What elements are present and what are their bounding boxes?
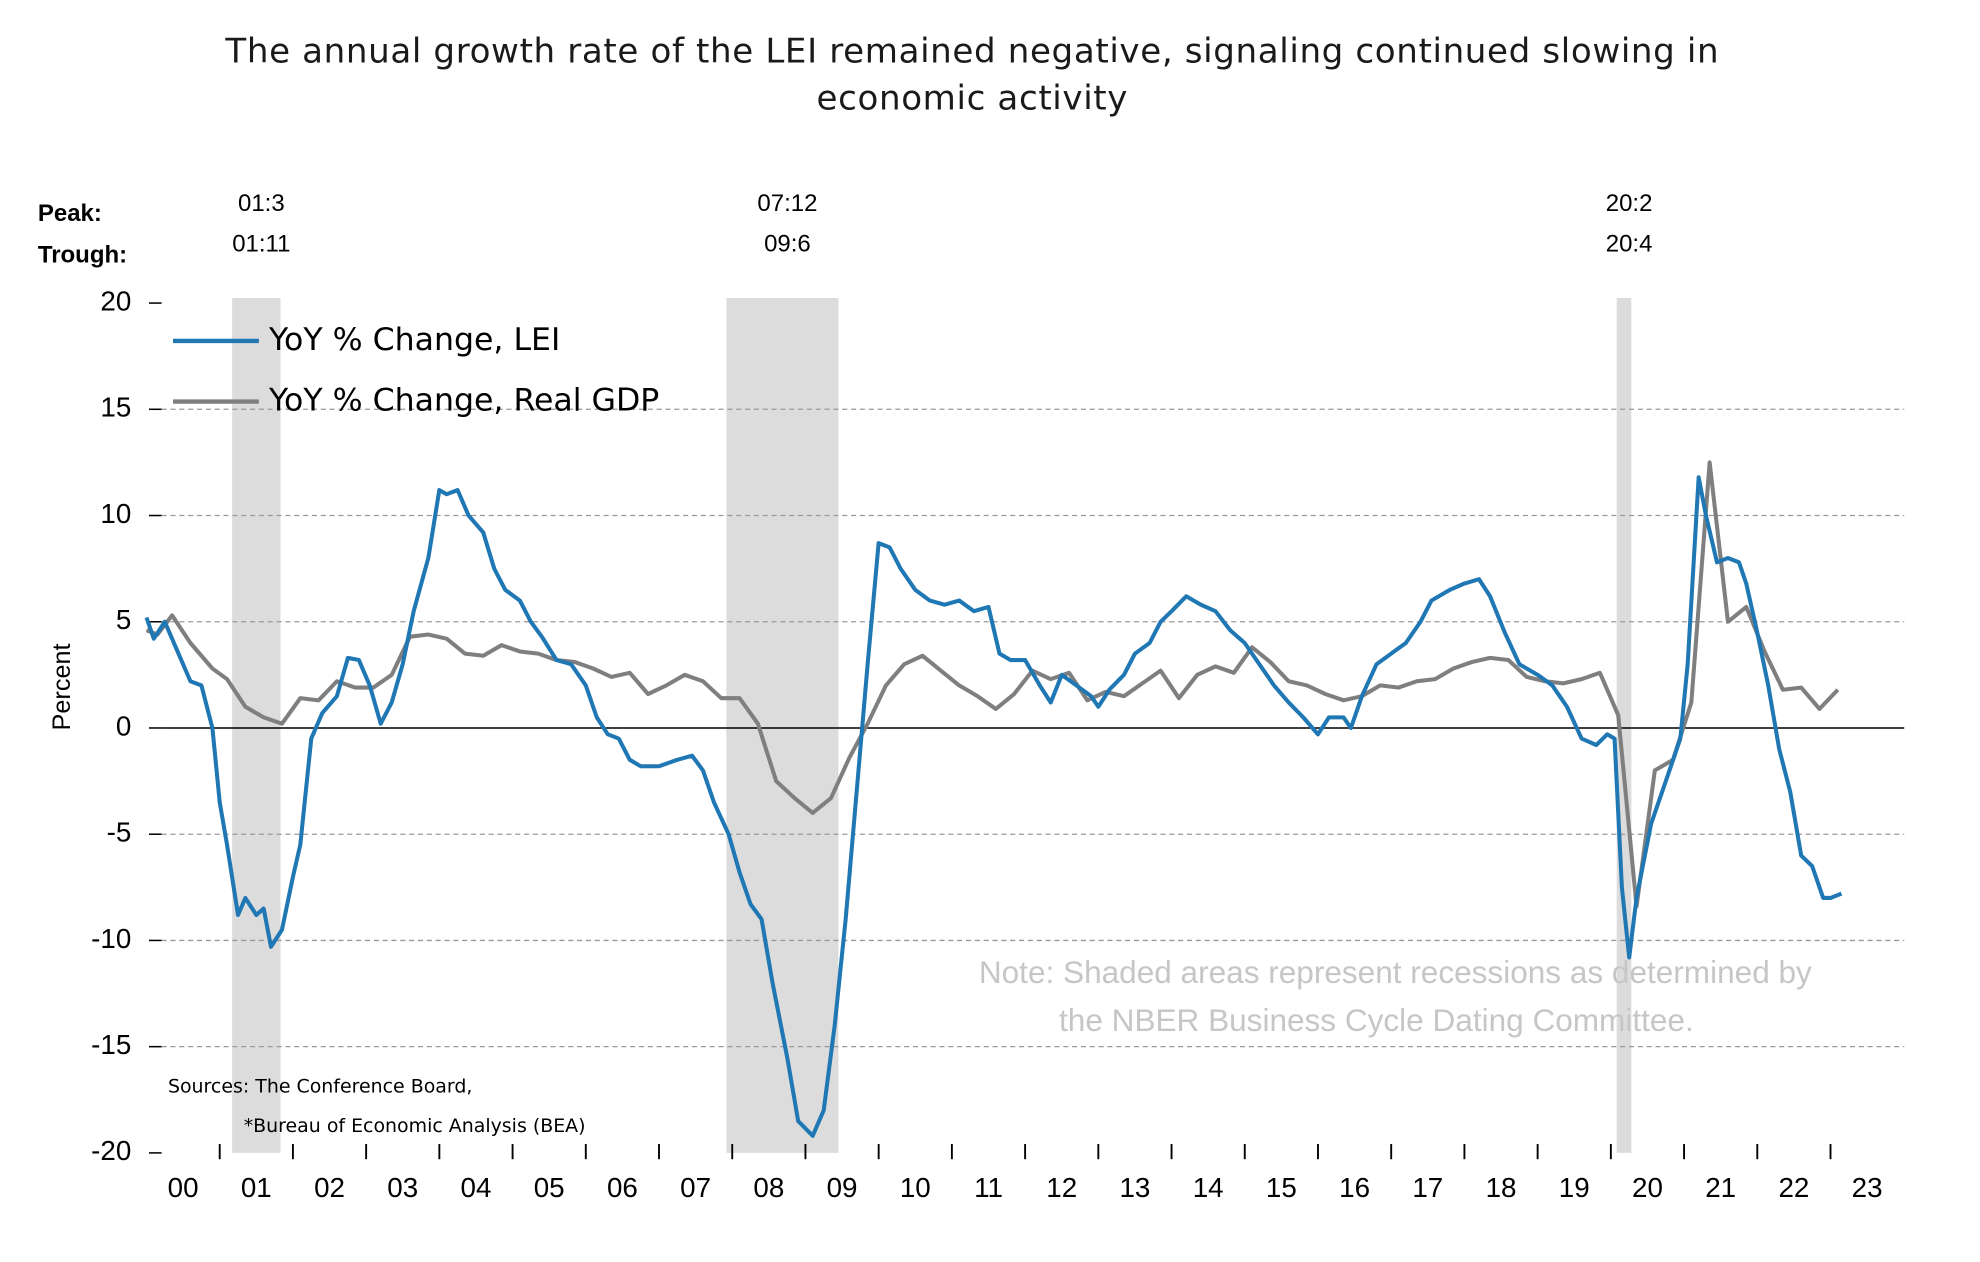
x-tick-label: 05 <box>534 1172 565 1203</box>
peak-date: 07:12 <box>757 190 817 217</box>
y-tick-label: 0 <box>116 710 131 741</box>
x-tick-label: 08 <box>753 1172 784 1203</box>
x-tick-label: 15 <box>1266 1172 1297 1203</box>
x-tick-label: 03 <box>387 1172 418 1203</box>
legend-label: YoY % Change, LEI <box>268 322 560 358</box>
trough-label: Trough: <box>38 242 127 269</box>
x-tick-label: 13 <box>1119 1172 1150 1203</box>
x-tick-label: 01 <box>241 1172 272 1203</box>
y-tick-label: 15 <box>100 392 131 423</box>
x-tick-label: 12 <box>1046 1172 1077 1203</box>
note: Note: Shaded areas represent recessions … <box>979 954 1812 990</box>
sources: Sources: The Conference Board, <box>168 1076 472 1098</box>
x-tick-label: 23 <box>1852 1172 1883 1203</box>
chart-title: economic activity <box>817 78 1129 118</box>
legend-label: YoY % Change, Real GDP <box>268 383 659 419</box>
x-tick-label: 09 <box>827 1172 858 1203</box>
y-tick-label: -15 <box>91 1029 131 1060</box>
note: the NBER Business Cycle Dating Committee… <box>1059 1002 1694 1038</box>
y-tick-label: -5 <box>107 817 132 848</box>
x-tick-label: 10 <box>900 1172 931 1203</box>
trough-date: 20:4 <box>1606 230 1653 257</box>
y-tick-label: -10 <box>91 923 131 954</box>
x-tick-label: 20 <box>1632 1172 1663 1203</box>
y-tick-label: 5 <box>116 604 131 635</box>
x-tick-label: 00 <box>168 1172 199 1203</box>
recession-band <box>726 298 839 1153</box>
x-tick-label: 14 <box>1193 1172 1224 1203</box>
chart-title: The annual growth rate of the LEI remain… <box>224 32 1719 72</box>
x-tick-label: 21 <box>1705 1172 1736 1203</box>
x-tick-label: 07 <box>680 1172 711 1203</box>
y-axis-label: Percent <box>48 643 76 730</box>
x-tick-label: 22 <box>1778 1172 1809 1203</box>
y-tick-label: -20 <box>91 1135 131 1166</box>
trough-date: 09:6 <box>764 230 811 257</box>
y-tick-label: 10 <box>100 498 131 529</box>
recession-band <box>232 298 281 1153</box>
plot-area: 01:301:1107:1209:620:220:4-20-15-10-5051… <box>91 190 1905 1203</box>
peak-date: 01:3 <box>238 190 285 217</box>
peak-label: Peak: <box>38 200 102 227</box>
series-line <box>144 475 1843 1138</box>
x-tick-label: 17 <box>1412 1172 1443 1203</box>
peak-date: 20:2 <box>1606 190 1653 217</box>
x-tick-label: 18 <box>1486 1172 1517 1203</box>
y-tick-label: 20 <box>100 285 131 316</box>
x-tick-label: 02 <box>314 1172 345 1203</box>
x-tick-label: 16 <box>1339 1172 1370 1203</box>
x-tick-label: 04 <box>461 1172 492 1203</box>
x-tick-label: 06 <box>607 1172 638 1203</box>
trough-date: 01:11 <box>232 230 290 257</box>
sources: *Bureau of Economic Analysis (BEA) <box>244 1115 586 1137</box>
x-tick-label: 19 <box>1559 1172 1590 1203</box>
x-tick-label: 11 <box>974 1172 1003 1203</box>
series-line <box>145 460 1840 909</box>
